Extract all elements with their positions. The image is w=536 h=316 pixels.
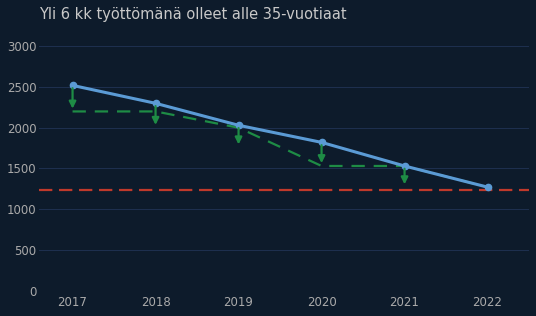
Text: Yli 6 kk työttömänä olleet alle 35-vuotiaat: Yli 6 kk työttömänä olleet alle 35-vuoti… — [39, 7, 347, 22]
